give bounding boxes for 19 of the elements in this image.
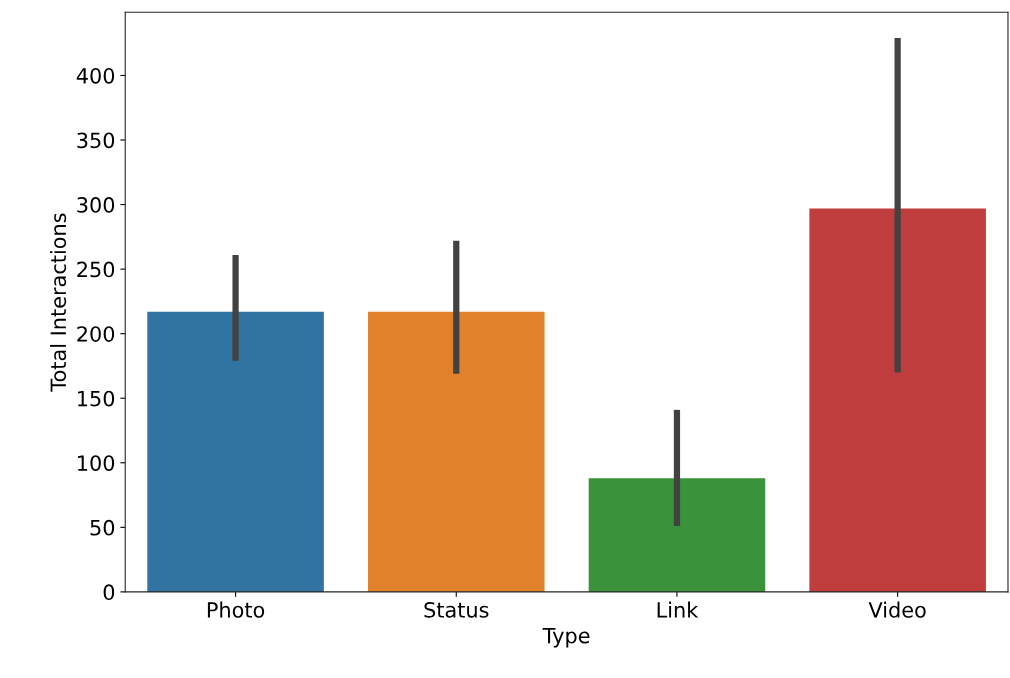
y-tick-label: 350	[77, 132, 115, 149]
x-tick-label: Status	[424, 601, 489, 618]
y-tick-label: 300	[77, 197, 115, 213]
x-tick-label: Photo	[207, 601, 265, 618]
bar	[147, 311, 324, 592]
y-tick-label: 0	[103, 584, 115, 601]
x-axis-title: Type	[542, 627, 590, 648]
y-tick-label: 250	[77, 261, 115, 278]
y-tick-label: 50	[90, 519, 115, 536]
x-tick-label: Video	[868, 601, 926, 618]
y-tick-label: 400	[76, 67, 115, 84]
x-tick-label: Link	[657, 601, 699, 618]
y-axis-title: Total Interactions	[50, 213, 67, 392]
bar	[367, 311, 545, 592]
y-tick-label: 200	[77, 326, 115, 342]
bar	[809, 208, 986, 592]
y-tick-label: 150	[78, 390, 115, 407]
y-tick-label: 100	[78, 455, 115, 471]
bar	[588, 478, 766, 592]
